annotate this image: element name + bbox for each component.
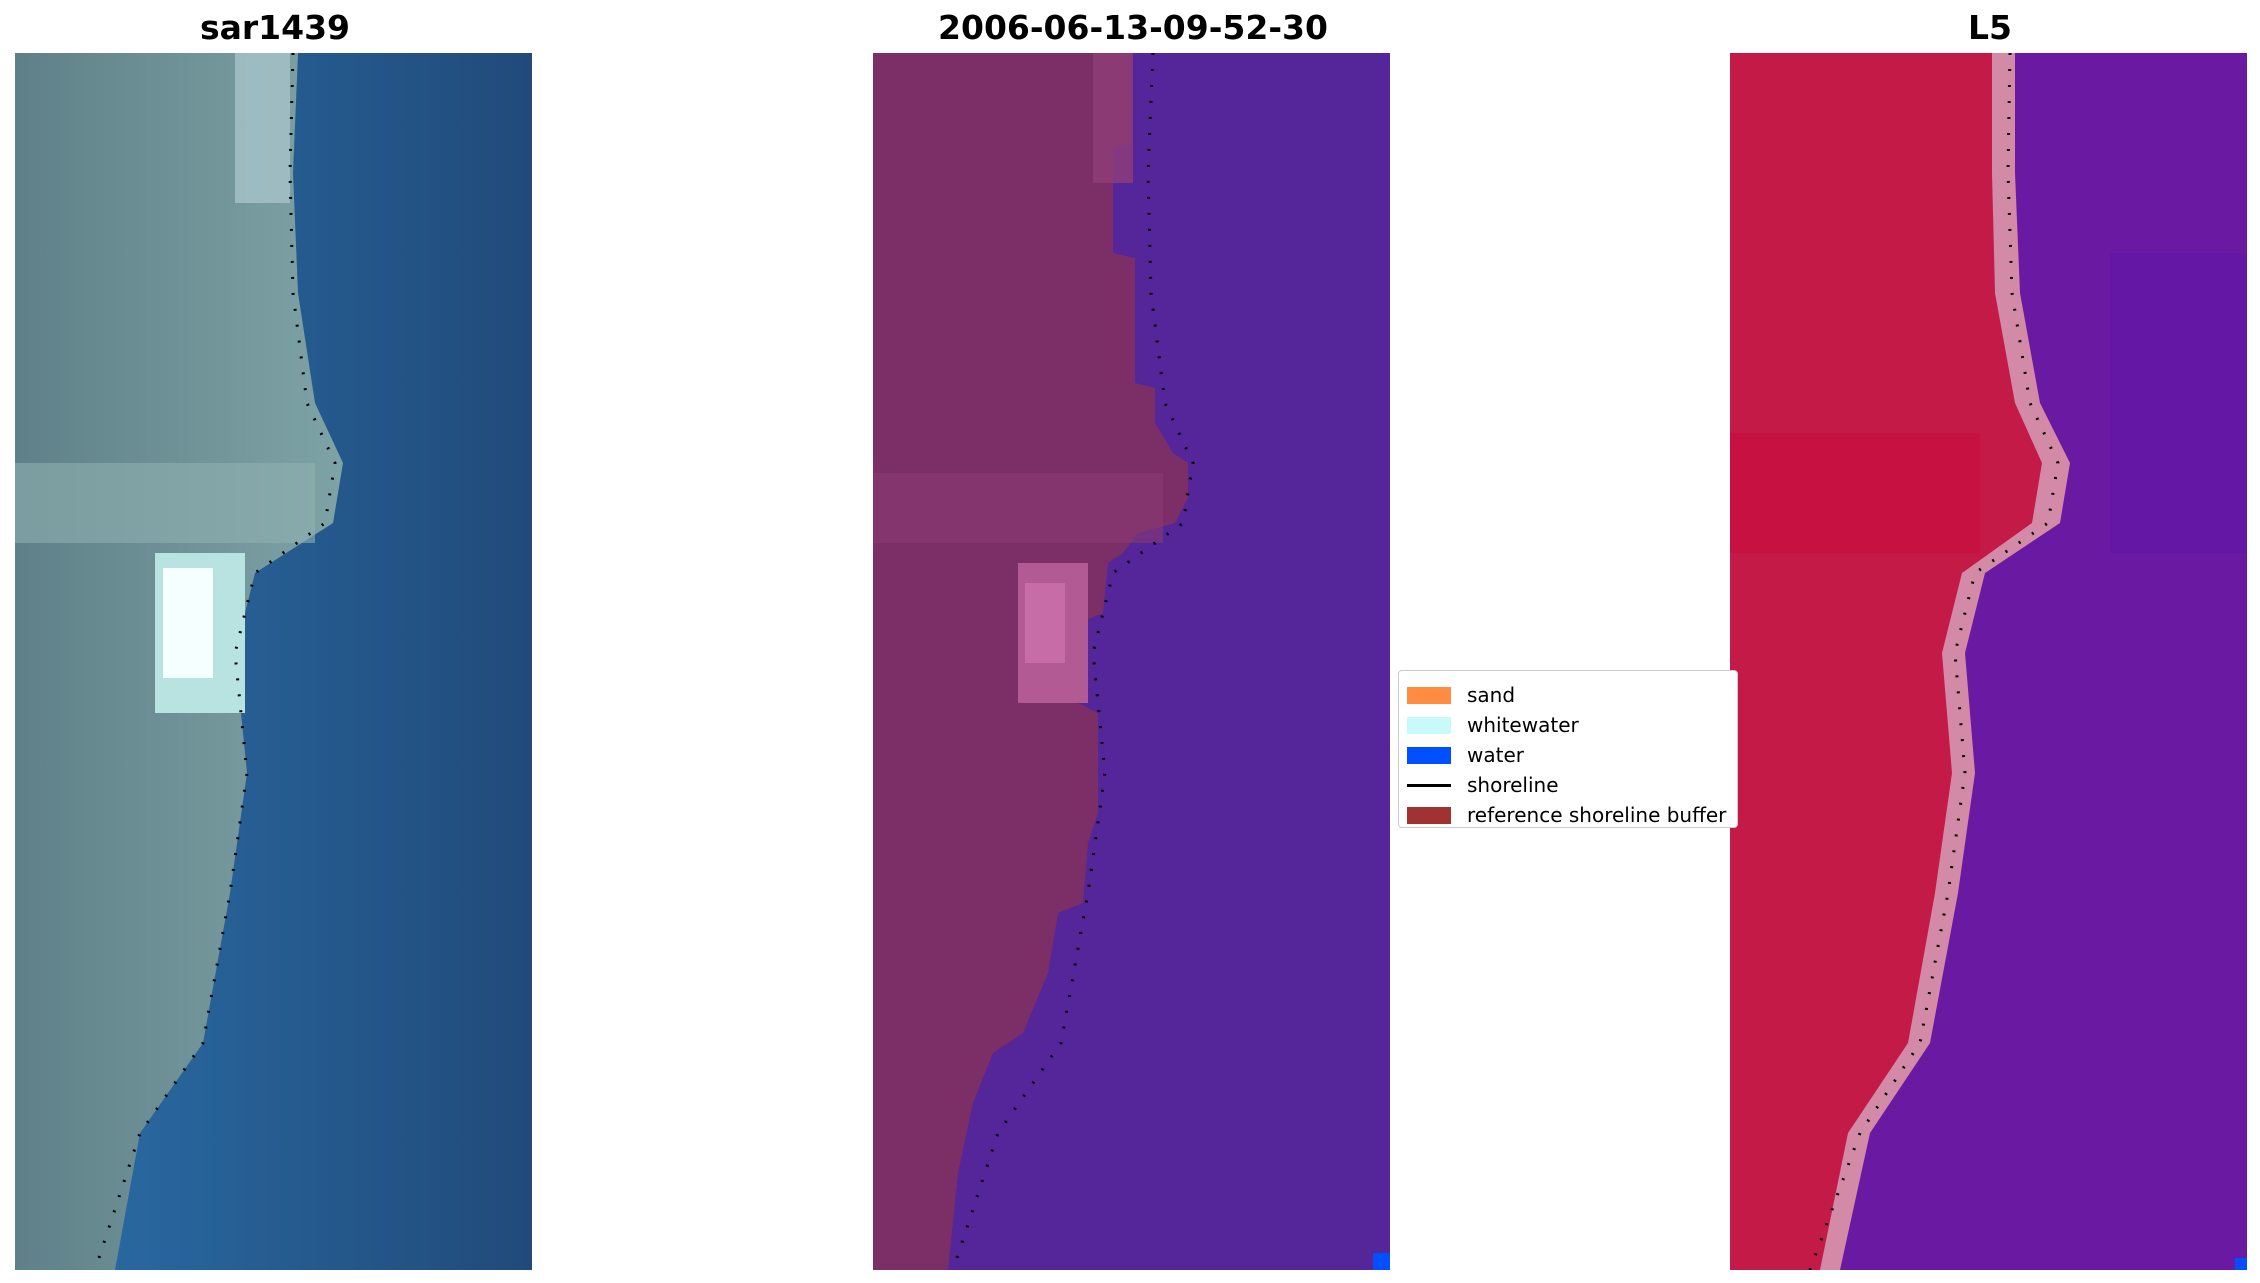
legend-label: whitewater bbox=[1467, 713, 1579, 737]
panel-title-rgb: sar1439 bbox=[199, 8, 351, 47]
water-swatch bbox=[1407, 746, 1451, 764]
shoreline-classified bbox=[951, 53, 1195, 1270]
legend: sand whitewater water shoreline referenc… bbox=[1398, 670, 1738, 828]
panel-title-index: L5 bbox=[1968, 8, 2012, 47]
shoreline-rgb bbox=[93, 53, 337, 1270]
legend-item-water: water bbox=[1407, 740, 1524, 770]
legend-label: water bbox=[1467, 743, 1524, 767]
legend-item-whitewater: whitewater bbox=[1407, 710, 1579, 740]
reference-buffer-swatch bbox=[1407, 806, 1451, 824]
legend-item-sand: sand bbox=[1407, 680, 1515, 710]
shoreline-swatch bbox=[1407, 783, 1451, 787]
legend-label: sand bbox=[1467, 683, 1516, 707]
shoreline-index bbox=[1808, 53, 2060, 1270]
rgb-image bbox=[15, 53, 532, 1270]
classified-image-panel bbox=[873, 53, 1390, 1270]
legend-label: reference shoreline buffer bbox=[1467, 803, 1727, 827]
index-image bbox=[1730, 53, 2247, 1270]
legend-label: shoreline bbox=[1467, 773, 1559, 797]
rgb-image-panel bbox=[15, 53, 532, 1270]
index-image-panel bbox=[1730, 53, 2247, 1270]
legend-item-shoreline: shoreline bbox=[1407, 770, 1559, 800]
legend-item-reference-buffer: reference shoreline buffer bbox=[1407, 800, 1726, 830]
classified-image bbox=[873, 53, 1390, 1270]
sand-swatch bbox=[1407, 686, 1451, 704]
panel-title-classified: 2006-06-13-09-52-30 bbox=[938, 8, 1328, 47]
whitewater-swatch bbox=[1407, 716, 1451, 734]
